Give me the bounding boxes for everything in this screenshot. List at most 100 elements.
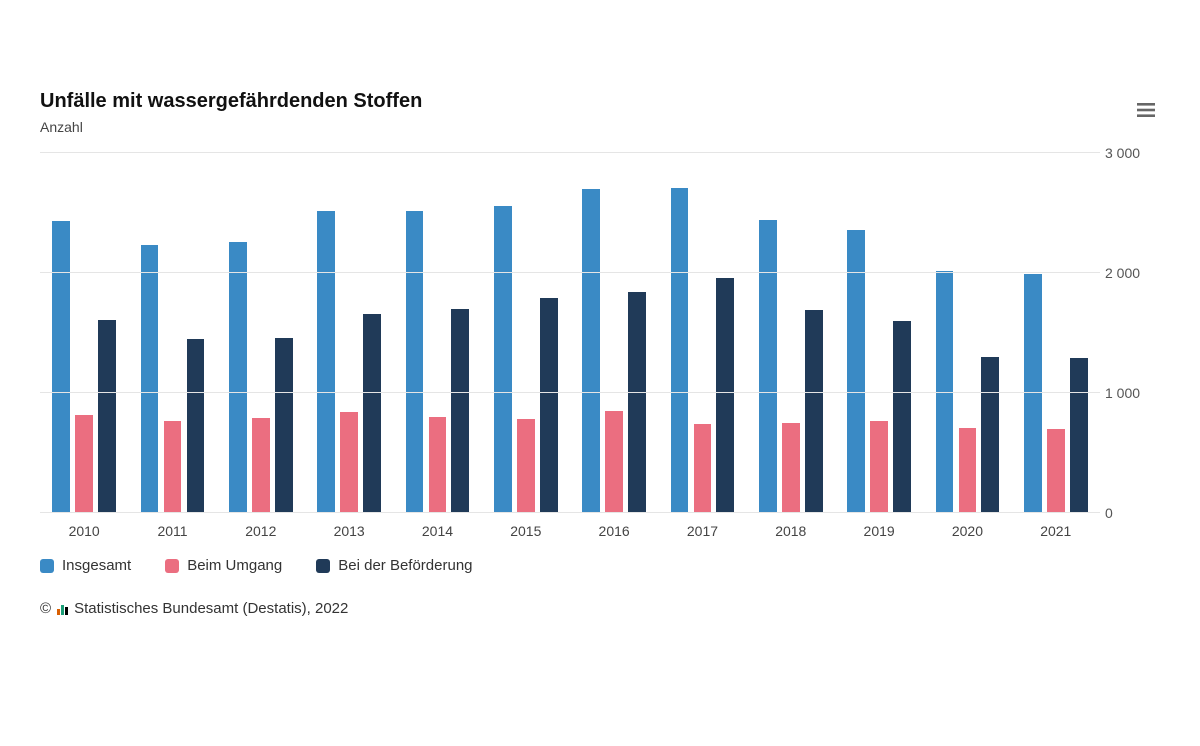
bar[interactable] xyxy=(582,189,600,513)
bar-group xyxy=(1012,153,1100,513)
legend-swatch xyxy=(316,559,330,573)
chart-menu-button[interactable] xyxy=(1132,96,1160,124)
bar-triplet xyxy=(52,153,116,513)
legend-label: Bei der Beförderung xyxy=(338,557,472,574)
bar[interactable] xyxy=(252,418,270,513)
bar[interactable] xyxy=(671,188,689,513)
y-axis-label: 0 xyxy=(1105,505,1160,521)
hamburger-icon xyxy=(1137,102,1155,118)
legend-item[interactable]: Insgesamt xyxy=(40,557,131,574)
bar[interactable] xyxy=(959,428,977,513)
bar[interactable] xyxy=(605,411,623,513)
bar-group xyxy=(40,153,128,513)
bar[interactable] xyxy=(98,320,116,513)
bar-triplet xyxy=(582,153,646,513)
bar[interactable] xyxy=(406,211,424,513)
bar[interactable] xyxy=(317,211,335,513)
bar-group xyxy=(128,153,216,513)
bar[interactable] xyxy=(517,419,535,513)
y-axis-label: 3 000 xyxy=(1105,145,1160,161)
chart-inner: Unfälle mit wassergefährdenden Stoffen A… xyxy=(40,90,1160,617)
x-axis-label: 2021 xyxy=(1012,523,1100,539)
bar-triplet xyxy=(1024,153,1088,513)
bar[interactable] xyxy=(340,412,358,513)
bar-group xyxy=(658,153,746,513)
source-line: © Statistisches Bundesamt (Destatis), 20… xyxy=(40,600,1160,617)
bar-group xyxy=(482,153,570,513)
bar[interactable] xyxy=(805,310,823,513)
x-axis-label: 2014 xyxy=(393,523,481,539)
bar-triplet xyxy=(759,153,823,513)
bar-triplet xyxy=(494,153,558,513)
bar[interactable] xyxy=(1024,274,1042,513)
bar-triplet xyxy=(229,153,293,513)
bar[interactable] xyxy=(893,321,911,513)
bar-group xyxy=(835,153,923,513)
bar[interactable] xyxy=(141,245,159,513)
x-axis-label: 2019 xyxy=(835,523,923,539)
bar[interactable] xyxy=(694,424,712,513)
bar[interactable] xyxy=(494,206,512,513)
bar[interactable] xyxy=(164,421,182,513)
gridline xyxy=(40,392,1100,393)
bar-group xyxy=(570,153,658,513)
gridline xyxy=(40,512,1100,513)
bar[interactable] xyxy=(363,314,381,513)
destatis-icon xyxy=(57,603,68,615)
legend: Insgesamt Beim Umgang Bei der Beförderung xyxy=(40,557,1160,574)
bar[interactable] xyxy=(451,309,469,513)
bar-group xyxy=(305,153,393,513)
chart-subtitle: Anzahl xyxy=(40,119,1160,135)
bar[interactable] xyxy=(628,292,646,513)
x-axis-label: 2010 xyxy=(40,523,128,539)
bar[interactable] xyxy=(75,415,93,513)
legend-swatch xyxy=(165,559,179,573)
bar[interactable] xyxy=(429,417,447,513)
bar[interactable] xyxy=(870,421,888,513)
legend-item[interactable]: Beim Umgang xyxy=(165,557,282,574)
x-axis-label: 2012 xyxy=(217,523,305,539)
chart-frame: Unfälle mit wassergefährdenden Stoffen A… xyxy=(0,0,1200,746)
bar[interactable] xyxy=(229,242,247,513)
bar-triplet xyxy=(141,153,205,513)
bar[interactable] xyxy=(716,278,734,513)
bar-triplet xyxy=(936,153,1000,513)
x-axis-label: 2018 xyxy=(747,523,835,539)
x-axis-label: 2013 xyxy=(305,523,393,539)
legend-label: Insgesamt xyxy=(62,557,131,574)
bar[interactable] xyxy=(1070,358,1088,513)
bar-group xyxy=(923,153,1011,513)
legend-item[interactable]: Bei der Beförderung xyxy=(316,557,472,574)
bar-triplet xyxy=(671,153,735,513)
chart-area: 01 0002 0003 000 20102011201220132014201… xyxy=(40,153,1160,617)
gridline xyxy=(40,272,1100,273)
gridline xyxy=(40,152,1100,153)
bar[interactable] xyxy=(782,423,800,513)
bar-group xyxy=(217,153,305,513)
bar-triplet xyxy=(406,153,470,513)
bar[interactable] xyxy=(52,221,70,513)
bar-triplet xyxy=(317,153,381,513)
source-text: Statistisches Bundesamt (Destatis), 2022 xyxy=(74,600,348,617)
x-axis-label: 2016 xyxy=(570,523,658,539)
x-axis-label: 2020 xyxy=(923,523,1011,539)
copyright-symbol: © xyxy=(40,600,51,617)
plot-area: 01 0002 0003 000 xyxy=(40,153,1100,513)
bar-triplet xyxy=(847,153,911,513)
legend-swatch xyxy=(40,559,54,573)
legend-label: Beim Umgang xyxy=(187,557,282,574)
bar[interactable] xyxy=(275,338,293,513)
bar[interactable] xyxy=(759,220,777,513)
bar[interactable] xyxy=(187,339,205,513)
x-axis-label: 2015 xyxy=(482,523,570,539)
chart-title: Unfälle mit wassergefährdenden Stoffen xyxy=(40,90,1160,113)
bar-group xyxy=(393,153,481,513)
x-axis-label: 2017 xyxy=(658,523,746,539)
x-axis-labels: 2010201120122013201420152016201720182019… xyxy=(40,523,1100,539)
bar[interactable] xyxy=(540,298,558,513)
y-axis-label: 2 000 xyxy=(1105,265,1160,281)
bar-group xyxy=(747,153,835,513)
bar-groups xyxy=(40,153,1100,513)
bar[interactable] xyxy=(981,357,999,513)
bar[interactable] xyxy=(1047,429,1065,513)
